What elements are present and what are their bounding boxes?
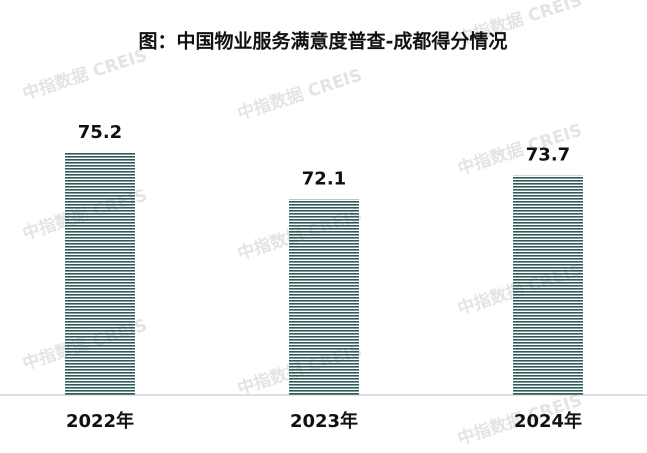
x-tick-label: 2023年 xyxy=(290,410,358,432)
x-tick-label: 2022年 xyxy=(66,410,134,432)
watermark: 中指数据 CREIS xyxy=(235,65,365,125)
bar xyxy=(65,152,135,395)
x-tick-label: 2024年 xyxy=(514,410,582,432)
value-label: 72.1 xyxy=(302,168,346,189)
bar xyxy=(513,175,583,395)
chart-title: 图：中国物业服务满意度普查-成都得分情况 xyxy=(139,30,508,53)
value-label: 73.7 xyxy=(526,144,570,165)
bar xyxy=(289,199,359,395)
watermark: 中指数据 CREIS xyxy=(20,45,150,105)
value-label: 75.2 xyxy=(78,122,122,143)
